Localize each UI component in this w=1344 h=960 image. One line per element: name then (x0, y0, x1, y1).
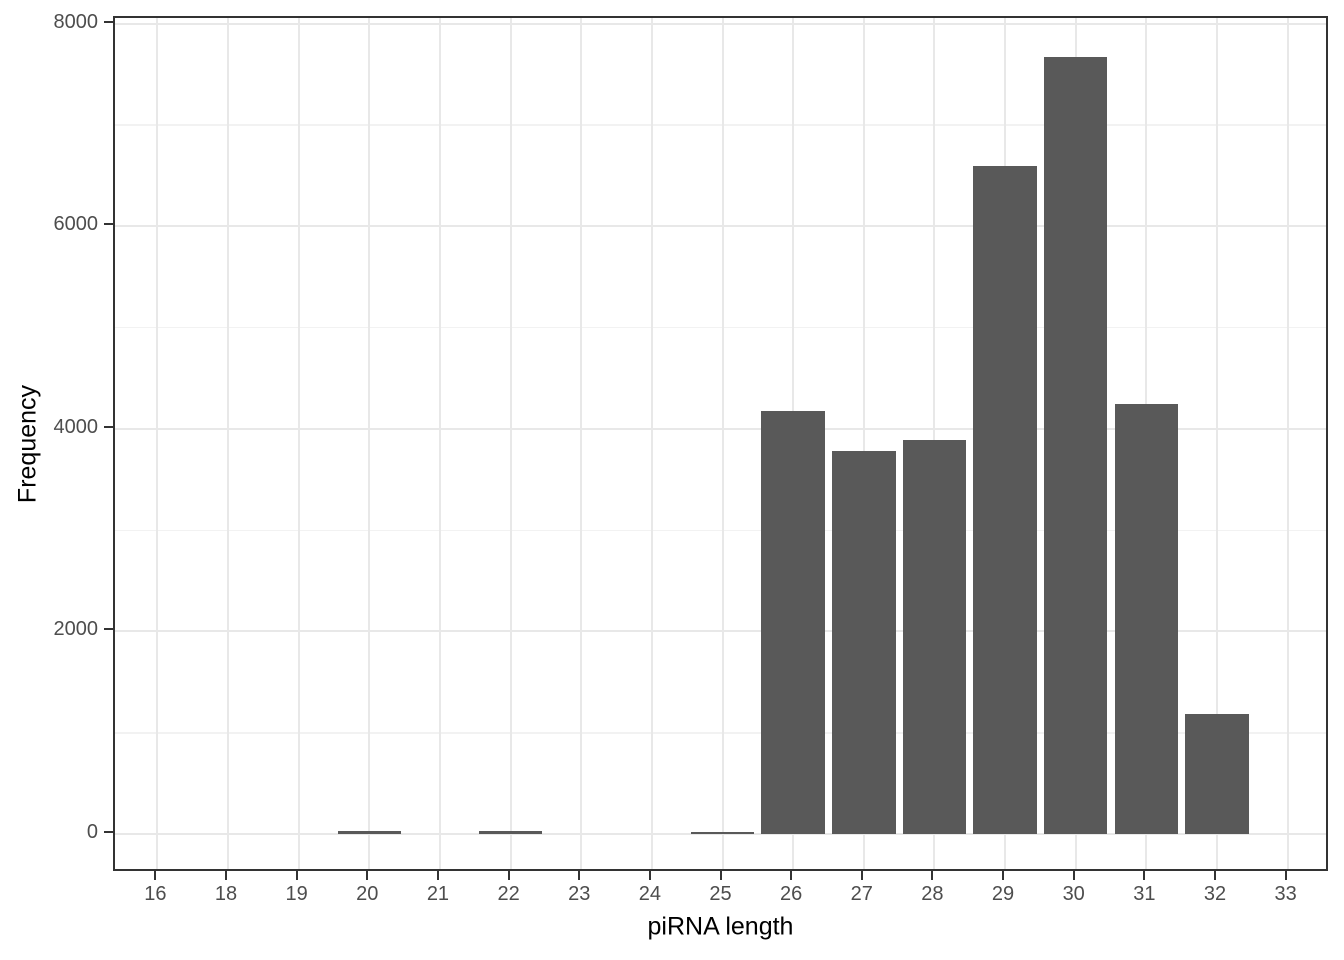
x-tick-mark-32 (1213, 871, 1216, 880)
gridline-major-x-33 (1286, 18, 1289, 869)
y-tick-mark-6000 (104, 223, 113, 226)
y-tick-label-4000: 4000 (53, 415, 99, 438)
bar-28 (902, 439, 967, 834)
x-tick-label-24: 24 (638, 883, 661, 905)
bar-31 (1114, 404, 1179, 834)
x-tick-label-16: 16 (144, 883, 167, 905)
x-tick-label-31: 31 (1133, 883, 1156, 905)
x-tick-label-18: 18 (214, 883, 238, 905)
x-tick-mark-33 (1284, 871, 1287, 880)
gridline-major-y-2000 (115, 630, 1326, 633)
gridline-major-x-22 (509, 18, 512, 869)
gridline-major-x-16 (156, 18, 159, 869)
gridline-major-x-20 (368, 18, 371, 869)
x-tick-mark-27 (860, 871, 863, 880)
x-tick-mark-29 (1002, 871, 1005, 880)
bar-30 (1043, 57, 1108, 834)
gridline-minor-y-7000 (115, 124, 1326, 126)
gridline-minor-y-5000 (115, 326, 1326, 329)
y-tick-mark-8000 (104, 20, 113, 23)
bar-20 (337, 831, 402, 834)
x-axis-title: piRNA length (647, 912, 794, 941)
x-tick-label-22: 22 (497, 883, 520, 905)
x-tick-label-21: 21 (426, 883, 450, 905)
bar-26 (761, 410, 825, 834)
x-tick-mark-23 (578, 871, 581, 880)
x-tick-label-32: 32 (1203, 883, 1227, 905)
x-tick-label-33: 33 (1274, 883, 1297, 905)
gridline-major-x-32 (1215, 18, 1218, 869)
gridline-major-x-23 (580, 18, 583, 869)
y-axis-title: Frequency (13, 384, 42, 503)
gridline-major-x-21 (438, 18, 441, 869)
bar-22 (478, 831, 543, 834)
x-tick-mark-24 (648, 871, 651, 880)
gridline-minor-y-1000 (115, 732, 1326, 734)
x-tick-label-30: 30 (1062, 883, 1085, 905)
x-tick-mark-31 (1143, 871, 1146, 880)
y-tick-mark-4000 (104, 425, 113, 428)
x-tick-label-23: 23 (568, 883, 591, 905)
bar-29 (973, 166, 1037, 834)
gridline-major-y-6000 (115, 225, 1326, 228)
y-tick-label-6000: 6000 (53, 213, 99, 236)
gridline-major-x-19 (297, 18, 300, 869)
y-tick-label-2000: 2000 (53, 618, 99, 641)
x-tick-mark-30 (1072, 871, 1075, 880)
x-tick-label-29: 29 (991, 883, 1015, 905)
gridline-minor-y-3000 (115, 529, 1326, 531)
x-tick-label-25: 25 (709, 883, 732, 905)
x-tick-label-20: 20 (356, 883, 379, 905)
gridline-major-x-18 (227, 18, 230, 869)
x-tick-mark-21 (436, 871, 439, 880)
gridline-major-x-24 (650, 18, 653, 869)
y-tick-label-0: 0 (86, 820, 98, 843)
x-tick-label-19: 19 (285, 883, 308, 905)
x-tick-mark-20 (366, 871, 369, 880)
x-tick-mark-22 (507, 871, 510, 880)
gridline-major-x-27 (862, 18, 865, 869)
y-tick-label-8000: 8000 (53, 10, 99, 33)
x-tick-label-28: 28 (921, 883, 944, 905)
gridline-major-x-25 (721, 18, 724, 869)
bar-32 (1185, 714, 1249, 834)
x-tick-label-27: 27 (850, 883, 873, 905)
y-tick-mark-0 (104, 830, 113, 833)
gridline-major-y-4000 (115, 427, 1326, 430)
y-tick-mark-2000 (104, 628, 113, 631)
plot-panel (113, 16, 1328, 871)
bar-27 (831, 451, 896, 834)
x-tick-mark-26 (790, 871, 793, 880)
gridline-major-y-8000 (115, 22, 1326, 25)
x-tick-mark-19 (295, 871, 298, 880)
x-tick-mark-18 (225, 871, 228, 880)
bar-25 (690, 831, 755, 834)
x-tick-label-26: 26 (780, 883, 803, 905)
x-tick-mark-25 (719, 871, 722, 880)
gridline-major-y-0 (115, 832, 1326, 835)
x-tick-mark-16 (154, 871, 157, 880)
x-tick-mark-28 (931, 871, 934, 880)
